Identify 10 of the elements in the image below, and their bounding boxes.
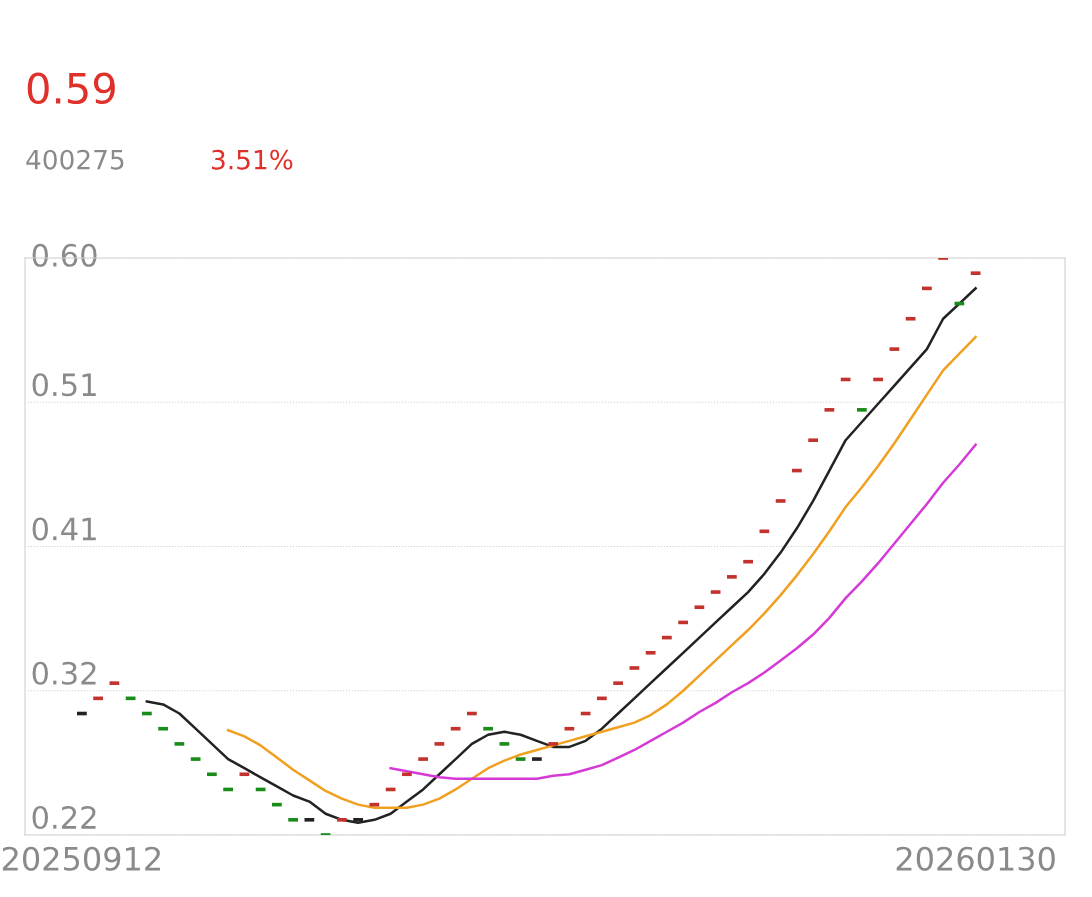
y-tick-label: 0.32 — [32, 661, 96, 685]
chart-title: 0.59 — [27, 72, 115, 105]
y-tick-label: 0.22 — [32, 805, 96, 830]
y-tick-label: 0.60 — [32, 243, 97, 267]
y-tick-label: 0.51 — [32, 373, 96, 397]
x-tick-label: 20250912 — [2, 846, 160, 871]
y-tick-label: 0.41 — [32, 517, 96, 541]
text: 400275 — [26, 149, 124, 170]
text: 3.51% — [212, 149, 293, 170]
x-tick-label: 20260130 — [896, 846, 1055, 871]
